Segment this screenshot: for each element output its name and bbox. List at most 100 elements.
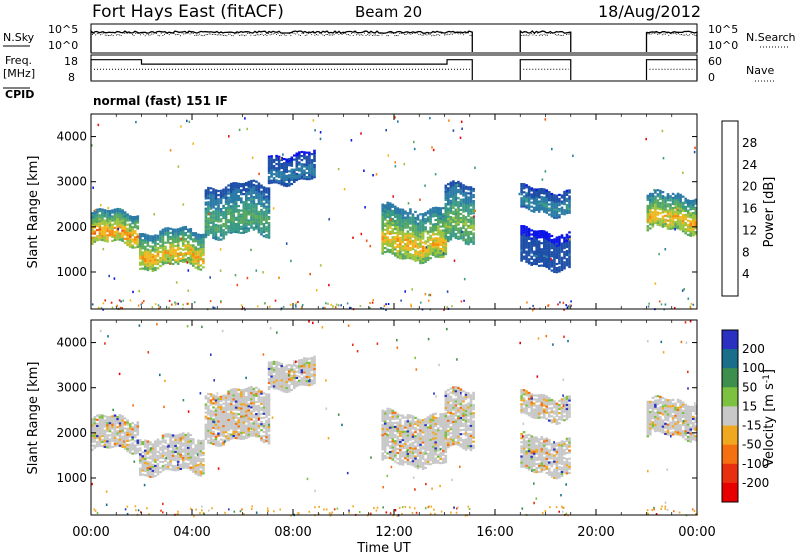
search-noise-dot <box>669 33 671 35</box>
echo-cell <box>404 238 407 241</box>
echo-cell <box>141 251 145 254</box>
scatter-cell <box>138 289 140 293</box>
echo-cell <box>252 212 256 215</box>
echo-cell <box>164 247 167 250</box>
echo-cell <box>434 218 437 222</box>
echo-cell <box>522 231 526 234</box>
echo-cell <box>126 239 129 242</box>
echo-cell <box>391 242 395 245</box>
echo-cell <box>540 232 544 235</box>
echo-cell <box>222 394 225 397</box>
near-range-cell <box>240 304 243 307</box>
echo-cell <box>184 444 187 447</box>
scatter-cell <box>429 293 432 297</box>
echo-cell <box>194 266 198 269</box>
echo-cell <box>260 231 263 234</box>
echo-cell <box>181 228 185 231</box>
echo-cell <box>310 159 314 162</box>
echo-cell <box>386 216 389 219</box>
search-noise-dot <box>160 32 162 34</box>
echo-cell <box>181 454 185 457</box>
echo-cell <box>527 189 531 192</box>
echo-cell <box>262 204 266 207</box>
echo-cell <box>144 266 147 269</box>
echo-cell <box>439 251 442 255</box>
echo-cell <box>674 210 677 213</box>
echo-cell <box>252 393 256 397</box>
echo-cell <box>520 253 523 256</box>
echo-cell <box>391 220 395 223</box>
echo-cell <box>151 465 155 468</box>
echo-cell <box>103 221 107 224</box>
echo-cell <box>240 185 243 188</box>
echo-cell <box>166 261 170 264</box>
echo-cell <box>126 213 129 216</box>
echo-cell <box>406 216 410 219</box>
echo-cell <box>101 418 104 421</box>
echo-cell <box>444 184 448 187</box>
scatter-cell <box>309 272 311 276</box>
scatter-cell <box>258 220 261 223</box>
echo-cell <box>406 230 410 233</box>
echo-cell <box>250 392 253 395</box>
echo-cell <box>128 245 132 248</box>
echo-cell <box>202 235 205 238</box>
echo-cell <box>459 198 463 201</box>
echo-cell <box>128 223 132 226</box>
echo-cell <box>399 228 402 231</box>
echo-cell <box>287 184 291 187</box>
echo-cell <box>217 230 220 233</box>
echo-cell <box>131 240 134 243</box>
near-range-cell <box>174 303 177 306</box>
echo-cell <box>558 214 561 217</box>
echo-cell <box>111 233 114 236</box>
echo-cell <box>434 241 437 244</box>
echo-cell <box>416 253 420 256</box>
echo-cell <box>545 245 549 248</box>
echo-cell <box>187 462 190 466</box>
echo-cell <box>553 208 556 211</box>
scatter-cell <box>404 290 406 293</box>
echo-cell <box>396 217 400 220</box>
echo-cell <box>242 392 246 396</box>
search-noise-dot <box>170 32 172 34</box>
echo-cell <box>234 184 238 187</box>
echo-cell <box>416 234 420 237</box>
echo-cell <box>560 202 564 205</box>
echo-cell <box>224 188 228 191</box>
echo-cell <box>436 249 440 252</box>
echo-cell <box>197 443 200 446</box>
echo-cell <box>411 239 415 242</box>
echo-cell <box>681 215 685 219</box>
echo-cell <box>686 203 690 206</box>
echo-cell <box>399 232 402 235</box>
echo-cell <box>237 182 240 185</box>
echo-cell <box>674 206 677 209</box>
echo-cell <box>234 222 238 225</box>
echo-cell <box>184 448 187 451</box>
echo-cell <box>217 398 220 401</box>
echo-cell <box>212 430 215 433</box>
echo-cell <box>252 200 256 203</box>
echo-cell <box>151 239 155 242</box>
echo-cell <box>391 205 395 208</box>
echo-cell <box>262 235 266 238</box>
echo-cell <box>426 236 430 239</box>
echo-cell <box>171 468 175 472</box>
echo-cell <box>106 224 109 227</box>
echo-cell <box>202 460 205 463</box>
echo-cell <box>222 433 225 436</box>
near-range-cell <box>120 300 122 303</box>
scatter-cell <box>175 281 178 284</box>
scatter-cell <box>363 169 365 172</box>
echo-cell <box>255 394 258 397</box>
echo-cell <box>267 436 271 439</box>
echo-cell <box>530 241 533 244</box>
echo-cell <box>537 254 541 257</box>
near-range-cell <box>387 303 390 305</box>
echo-cell <box>265 236 268 239</box>
echo-cell <box>429 212 432 215</box>
echo-cell <box>553 242 556 245</box>
echo-cell <box>447 203 450 206</box>
echo-cell <box>237 213 240 216</box>
